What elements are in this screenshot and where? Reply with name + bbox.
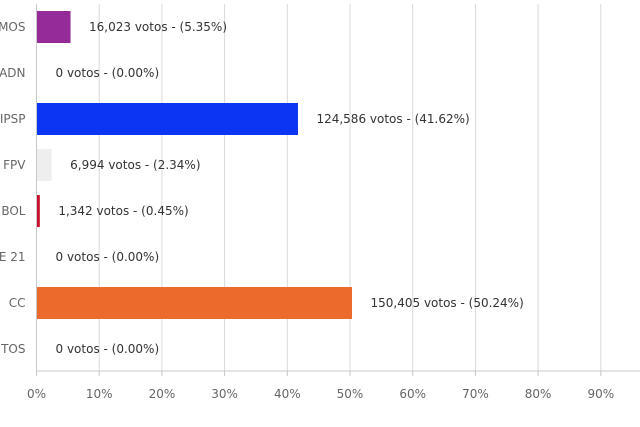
data-label-ipsp: 124,586 votos - (41.62%)	[316, 112, 469, 126]
category-label-tos: TOS	[0, 342, 25, 356]
data-labels: 16,023 votos - (5.35%) 0 votos - (0.00%) 1…	[56, 20, 524, 356]
data-label-bol: 1,342 votos - (0.45%)	[58, 204, 188, 218]
tick-label-0: 0%	[27, 387, 46, 401]
data-label-cc: 150,405 votos - (50.24%)	[371, 296, 524, 310]
data-label-e-21: 0 votos - (0.00%)	[56, 250, 160, 264]
data-label-fpv: 6,994 votos - (2.34%)	[70, 158, 200, 172]
data-label-mos: 16,023 votos - (5.35%)	[89, 20, 227, 34]
category-label-fpv: FPV	[3, 158, 26, 172]
category-label-adn: ADN	[0, 66, 26, 80]
tick-label-10: 10%	[86, 387, 113, 401]
tick-label-80: 80%	[525, 387, 552, 401]
tick-label-30: 30%	[211, 387, 238, 401]
category-label-e-21: E 21	[0, 250, 26, 264]
x-axis-ticks: 0% 10% 20% 30% 40% 50% 60% 70% 80% 90%	[27, 371, 614, 401]
bars	[37, 11, 353, 319]
bar-mos[interactable]	[37, 11, 71, 43]
tick-label-60: 60%	[399, 387, 426, 401]
tick-label-70: 70%	[462, 387, 489, 401]
tick-label-40: 40%	[274, 387, 301, 401]
category-label-cc: CC	[9, 296, 26, 310]
category-label-bol: BOL	[1, 204, 25, 218]
data-label-adn: 0 votos - (0.00%)	[56, 66, 160, 80]
bar-ipsp[interactable]	[37, 103, 298, 135]
category-label-ipsp: IPSP	[0, 112, 26, 126]
category-labels: MOS ADN IPSP FPV BOL E 21 CC TOS	[0, 20, 26, 356]
category-label-mos: MOS	[0, 20, 26, 34]
tick-label-20: 20%	[149, 387, 176, 401]
grid-lines	[98, 4, 602, 371]
bar-bol[interactable]	[37, 195, 40, 227]
bar-fpv[interactable]	[37, 149, 52, 181]
data-label-tos: 0 votos - (0.00%)	[56, 342, 160, 356]
tick-label-90: 90%	[587, 387, 614, 401]
tick-label-50: 50%	[337, 387, 364, 401]
bar-cc[interactable]	[37, 287, 353, 319]
